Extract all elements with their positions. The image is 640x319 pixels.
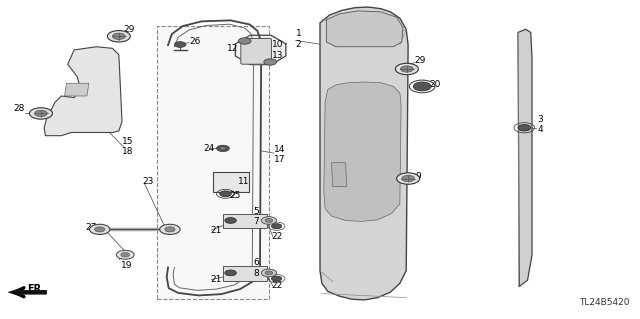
Circle shape <box>396 63 419 75</box>
Circle shape <box>216 145 229 152</box>
Circle shape <box>160 224 180 234</box>
Polygon shape <box>326 11 403 47</box>
Text: 29: 29 <box>415 56 426 65</box>
Polygon shape <box>320 7 408 300</box>
Text: 27: 27 <box>85 223 97 232</box>
Polygon shape <box>324 82 401 221</box>
Circle shape <box>271 276 282 281</box>
Text: 23: 23 <box>143 177 154 186</box>
Text: 22: 22 <box>271 232 283 241</box>
Text: 14
17: 14 17 <box>274 145 285 164</box>
Circle shape <box>220 147 226 150</box>
FancyBboxPatch shape <box>241 39 271 64</box>
Circle shape <box>225 270 236 276</box>
Text: 21: 21 <box>210 226 221 234</box>
Text: 15
18: 15 18 <box>122 137 134 157</box>
Text: 6
8: 6 8 <box>253 258 259 278</box>
Circle shape <box>265 219 273 222</box>
FancyBboxPatch shape <box>223 214 267 228</box>
Circle shape <box>261 217 276 224</box>
Circle shape <box>165 227 175 232</box>
FancyBboxPatch shape <box>213 172 249 192</box>
Circle shape <box>95 227 105 232</box>
Circle shape <box>518 124 531 131</box>
Text: 21: 21 <box>210 275 221 284</box>
Circle shape <box>116 250 134 259</box>
Circle shape <box>29 108 52 119</box>
Circle shape <box>401 66 413 72</box>
Polygon shape <box>8 288 47 296</box>
Text: 1
2: 1 2 <box>296 29 301 48</box>
Text: 24: 24 <box>204 144 215 153</box>
Polygon shape <box>65 83 89 96</box>
Circle shape <box>113 33 125 40</box>
Circle shape <box>225 218 236 223</box>
Polygon shape <box>236 35 286 64</box>
Text: 5
7: 5 7 <box>253 207 259 226</box>
Circle shape <box>264 59 276 65</box>
Circle shape <box>397 173 420 184</box>
Text: 11: 11 <box>238 177 250 186</box>
Circle shape <box>271 224 282 229</box>
Circle shape <box>261 269 276 277</box>
Polygon shape <box>44 47 122 136</box>
Circle shape <box>238 38 251 44</box>
Polygon shape <box>518 29 532 286</box>
Polygon shape <box>332 163 347 187</box>
Text: 28: 28 <box>13 104 25 113</box>
Text: 9: 9 <box>416 173 422 182</box>
Text: 12: 12 <box>227 44 239 54</box>
FancyBboxPatch shape <box>223 266 267 281</box>
Text: FR.: FR. <box>28 284 45 294</box>
Circle shape <box>413 82 431 91</box>
Circle shape <box>220 191 231 197</box>
Text: 22: 22 <box>271 281 283 290</box>
Circle shape <box>108 31 131 42</box>
Circle shape <box>402 175 415 182</box>
Circle shape <box>35 110 47 117</box>
Text: 10
13: 10 13 <box>272 40 284 60</box>
Circle shape <box>121 253 130 257</box>
Text: TL24B5420: TL24B5420 <box>579 298 630 307</box>
Circle shape <box>90 224 110 234</box>
Text: 3
4: 3 4 <box>537 115 543 134</box>
Text: 20: 20 <box>430 80 441 89</box>
Text: 16
19: 16 19 <box>121 251 132 270</box>
Text: 26: 26 <box>189 38 200 47</box>
Bar <box>157 26 269 299</box>
Text: 29: 29 <box>124 25 134 34</box>
Circle shape <box>265 271 273 275</box>
Circle shape <box>174 42 186 48</box>
Text: 25: 25 <box>229 191 241 200</box>
